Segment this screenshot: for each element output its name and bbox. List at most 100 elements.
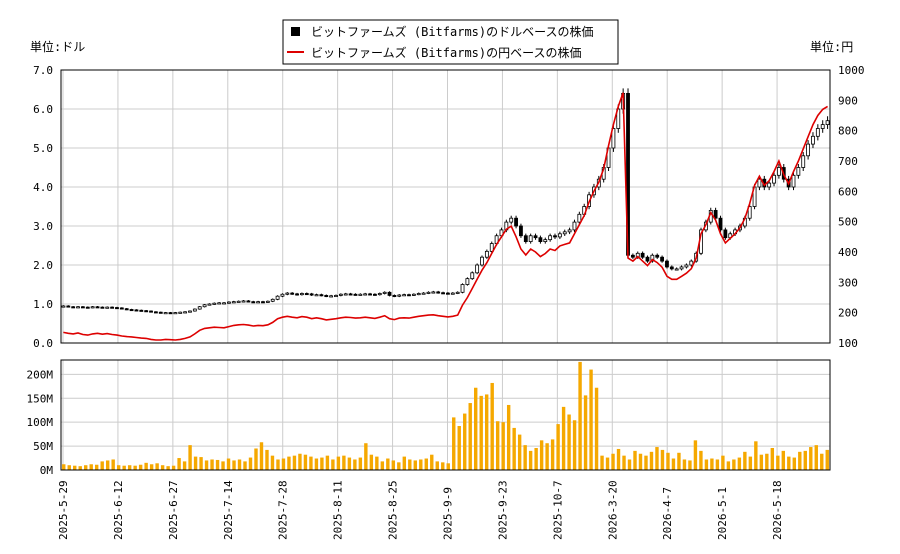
volume-bar	[364, 443, 368, 470]
candle-body	[188, 310, 192, 313]
candle-body	[772, 174, 776, 184]
candle-body	[523, 235, 528, 242]
volume-bar	[424, 458, 428, 470]
volume-bar	[221, 461, 225, 470]
candle-body	[475, 264, 480, 274]
volume-bar	[276, 459, 280, 470]
candle-body	[295, 293, 299, 296]
volume-bar	[391, 460, 396, 470]
volume-bar	[666, 452, 670, 470]
x-tick-label: 2025-10-7	[551, 480, 564, 540]
volume-bar	[177, 458, 181, 470]
candle-body	[660, 256, 664, 262]
candle-body	[650, 254, 655, 262]
candle-body	[665, 260, 669, 268]
candle-body	[236, 300, 241, 303]
volume-bar	[506, 404, 511, 470]
left-axis-label: 単位:ドル	[30, 39, 85, 54]
legend-usd-swatch	[291, 27, 300, 36]
volume-bar	[166, 466, 170, 470]
candle-body	[71, 306, 76, 309]
volume-bar	[814, 445, 818, 470]
right-tick-label: 200	[838, 307, 858, 320]
candle-body	[85, 306, 90, 309]
volume-bar	[627, 459, 632, 470]
candle-body	[436, 291, 441, 294]
volume-bar	[375, 456, 379, 470]
candle-body	[241, 300, 246, 303]
candle-body	[348, 293, 353, 296]
volume-bar	[721, 455, 725, 470]
candle-body	[183, 311, 188, 314]
volume-bar	[534, 448, 538, 470]
candle-body	[655, 254, 660, 258]
volume-bar	[468, 403, 472, 470]
volume-bar	[78, 466, 82, 470]
price-grid	[61, 69, 830, 344]
candle-body	[669, 266, 674, 270]
candle-body	[791, 174, 796, 188]
volume-bar	[699, 450, 703, 470]
candle-body	[674, 268, 679, 271]
candle-body	[124, 308, 129, 311]
volume-bar	[578, 361, 582, 470]
candle-body	[630, 254, 635, 258]
left-tick-label: 6.0	[33, 103, 53, 116]
candle-body	[95, 306, 100, 309]
x-tick-label: 2025-7-14	[222, 480, 235, 540]
volume-bar	[243, 461, 247, 470]
candle-body	[553, 235, 557, 238]
volume-bar	[792, 457, 796, 470]
candle-body	[645, 256, 650, 262]
volume-bar	[754, 441, 758, 470]
volume-bar	[199, 457, 203, 470]
volume-bar	[281, 458, 286, 470]
candle-body	[256, 301, 261, 304]
right-tick-label: 1000	[838, 64, 865, 77]
candle-body	[100, 306, 105, 309]
candle-body	[139, 309, 144, 312]
candle-body	[689, 260, 694, 266]
left-tick-label: 1.0	[33, 298, 53, 311]
volume-bar	[561, 406, 566, 470]
volume-bar	[605, 457, 610, 470]
candle-body	[450, 292, 455, 295]
candle-body	[90, 306, 95, 309]
candle-body	[334, 295, 338, 298]
candle-body	[134, 309, 139, 312]
candle-body	[796, 167, 801, 176]
volume-bar	[446, 463, 450, 470]
candle-body	[377, 293, 382, 296]
left-tick-label: 3.0	[33, 220, 53, 233]
candle-body	[431, 291, 436, 294]
volume-bar	[787, 456, 791, 470]
candle-body	[76, 306, 80, 309]
volume-bar	[127, 465, 132, 470]
candle-body	[757, 178, 762, 188]
volume-bar	[798, 451, 802, 470]
candle-body	[270, 298, 275, 302]
volume-bar	[572, 420, 577, 470]
volume-bar	[226, 458, 231, 470]
volume-bar	[435, 461, 439, 470]
volume-bar	[402, 456, 407, 470]
candle-body	[207, 303, 212, 306]
candle-body	[319, 294, 324, 297]
volume-bar	[803, 450, 807, 470]
volume-bar	[710, 458, 714, 470]
volume-tick-label: 200M	[27, 368, 54, 381]
candle-body	[168, 312, 173, 315]
volume-bar	[149, 464, 154, 470]
volume-grid	[61, 360, 830, 471]
candle-body	[197, 306, 202, 310]
volume-bar	[550, 439, 555, 470]
candle-body	[227, 301, 231, 304]
volume-bar	[347, 457, 352, 470]
left-tick-label: 4.0	[33, 181, 53, 194]
candle-body	[387, 291, 392, 296]
candle-body	[212, 302, 217, 305]
candle-body	[251, 301, 256, 304]
candle-body	[411, 293, 416, 296]
